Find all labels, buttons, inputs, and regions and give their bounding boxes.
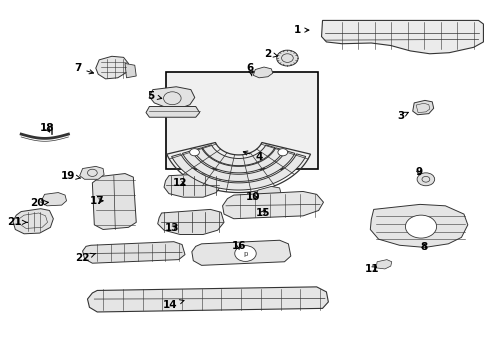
Text: 20: 20 xyxy=(30,198,48,208)
Text: 2: 2 xyxy=(264,49,277,59)
Polygon shape xyxy=(222,192,323,219)
Text: 11: 11 xyxy=(364,264,379,274)
Polygon shape xyxy=(87,287,328,312)
Polygon shape xyxy=(193,148,284,173)
Text: 8: 8 xyxy=(420,242,427,252)
Circle shape xyxy=(234,246,256,261)
Text: 12: 12 xyxy=(173,178,187,188)
Polygon shape xyxy=(158,210,224,234)
Polygon shape xyxy=(255,186,281,200)
Text: 13: 13 xyxy=(165,224,179,233)
Text: 14: 14 xyxy=(163,300,183,310)
Text: 16: 16 xyxy=(231,241,245,251)
Polygon shape xyxy=(92,174,136,229)
Polygon shape xyxy=(125,63,136,78)
Text: 18: 18 xyxy=(40,123,54,133)
Polygon shape xyxy=(171,154,305,190)
Text: 15: 15 xyxy=(255,208,270,218)
Circle shape xyxy=(416,173,434,186)
Text: 9: 9 xyxy=(415,167,422,177)
Bar xyxy=(165,72,317,169)
Text: 7: 7 xyxy=(74,63,93,74)
Polygon shape xyxy=(375,260,391,269)
Text: 1: 1 xyxy=(293,25,308,35)
Text: 10: 10 xyxy=(245,192,260,202)
Polygon shape xyxy=(182,151,294,181)
Circle shape xyxy=(405,215,436,238)
Text: 17: 17 xyxy=(90,196,104,206)
Polygon shape xyxy=(191,240,290,265)
Polygon shape xyxy=(149,87,194,108)
Polygon shape xyxy=(41,193,66,206)
Polygon shape xyxy=(202,145,274,166)
Polygon shape xyxy=(321,21,483,54)
Text: 22: 22 xyxy=(75,253,95,263)
Text: 21: 21 xyxy=(7,217,27,227)
Polygon shape xyxy=(82,242,184,263)
Polygon shape xyxy=(80,166,104,179)
Polygon shape xyxy=(412,100,433,115)
Polygon shape xyxy=(96,56,128,79)
Polygon shape xyxy=(163,174,221,197)
Polygon shape xyxy=(253,67,272,78)
Text: p: p xyxy=(243,251,247,257)
Text: 3: 3 xyxy=(396,111,407,121)
Text: 19: 19 xyxy=(61,171,81,181)
Text: 4: 4 xyxy=(243,151,262,162)
Circle shape xyxy=(189,149,199,156)
Polygon shape xyxy=(13,209,53,234)
Circle shape xyxy=(276,50,298,66)
Polygon shape xyxy=(369,204,467,247)
Text: 6: 6 xyxy=(246,63,253,76)
Circle shape xyxy=(277,149,287,156)
Polygon shape xyxy=(146,107,199,117)
Text: 5: 5 xyxy=(147,91,162,101)
